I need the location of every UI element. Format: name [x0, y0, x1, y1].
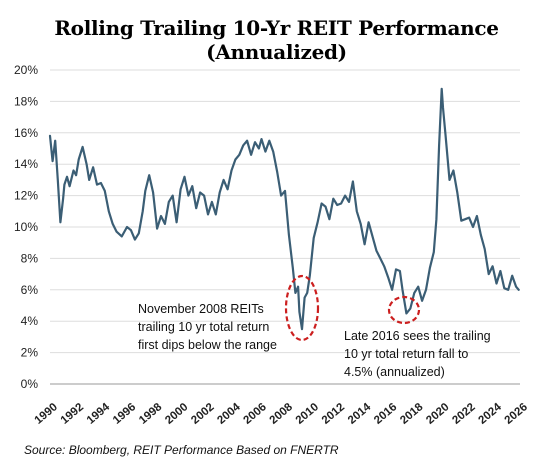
x-tick-label: 2024 — [476, 401, 504, 427]
source-note: Source: Bloomberg, REIT Performance Base… — [24, 443, 339, 457]
x-tick-label: 1990 — [33, 401, 60, 427]
x-tick-label: 2014 — [346, 401, 374, 427]
annotation-text: Late 2016 sees the trailing — [344, 329, 491, 343]
y-tick-label: 0% — [21, 377, 39, 391]
x-tick-label: 2004 — [215, 401, 243, 427]
x-tick-label: 2006 — [241, 401, 268, 427]
x-tick-label: 1998 — [137, 401, 165, 427]
x-tick-label: 2008 — [268, 401, 296, 427]
x-tick-label: 2000 — [163, 401, 190, 427]
annotation-text: first dips below the range — [138, 338, 277, 352]
y-tick-label: 12% — [14, 189, 38, 203]
x-tick-label: 1994 — [85, 401, 113, 427]
y-tick-label: 8% — [21, 251, 39, 265]
x-tick-label: 2022 — [450, 401, 477, 427]
y-tick-label: 16% — [14, 126, 38, 140]
x-tick-label: 1992 — [59, 401, 86, 427]
y-tick-label: 6% — [21, 283, 39, 297]
chart-title: Rolling Trailing 10-Yr REIT Performance … — [54, 16, 499, 64]
y-tick-label: 14% — [14, 157, 38, 171]
x-tick-label: 2016 — [372, 401, 399, 427]
x-tick-label: 2010 — [294, 401, 321, 427]
x-tick-label: 1996 — [111, 401, 138, 427]
highlight-ellipse-2009 — [284, 274, 320, 342]
annotation-text: trailing 10 yr total return — [138, 320, 269, 334]
x-tick-label: 2020 — [424, 401, 451, 427]
annotation-text: 10 yr total return fall to — [344, 347, 468, 361]
y-axis-ticks: 0% 2% 4% 6% 8% 10% 12% 14% 16% 18% 20% — [14, 63, 38, 391]
highlight-ellipses — [284, 274, 421, 342]
highlight-ellipse-2017 — [387, 295, 421, 325]
y-tick-label: 4% — [21, 314, 39, 328]
series-line — [48, 87, 520, 331]
y-tick-label: 2% — [21, 346, 39, 360]
y-tick-label: 10% — [14, 220, 38, 234]
y-tick-label: 20% — [14, 63, 38, 77]
x-tick-label: 2026 — [503, 401, 530, 427]
annotation-text: November 2008 REITs — [138, 302, 264, 316]
series-group — [48, 87, 520, 331]
x-axis-ticks: 1990199219941996199820002002200420062008… — [33, 401, 530, 427]
annotations: November 2008 REITs trailing 10 yr total … — [138, 302, 491, 379]
annotation-text: 4.5% (annualized) — [344, 365, 445, 379]
y-tick-label: 18% — [14, 94, 38, 108]
x-tick-label: 2018 — [398, 401, 426, 427]
x-tick-label: 2012 — [320, 401, 347, 427]
x-tick-label: 2002 — [189, 401, 216, 427]
